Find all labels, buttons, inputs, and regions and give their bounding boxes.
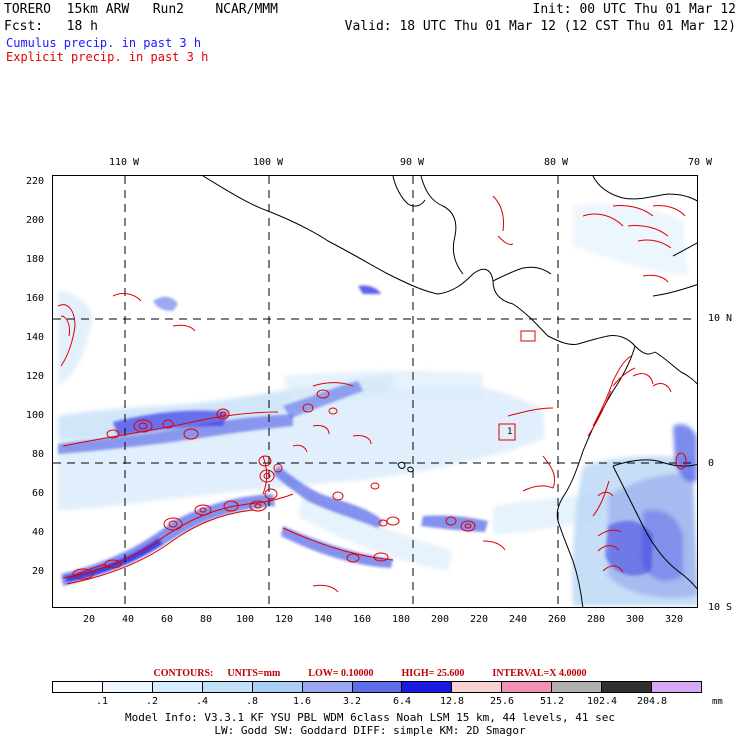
- coastlines: [202, 176, 697, 607]
- legend-cumulus: Cumulus precip. in past 3 h: [6, 36, 202, 50]
- contours-low: LOW= 0.10000: [308, 668, 374, 679]
- y-tick-label: 140: [25, 332, 44, 343]
- lon-label: 110 W: [108, 157, 140, 168]
- colorbar-swatch: [502, 682, 553, 692]
- colorbar-level-label: 25.6: [489, 696, 515, 707]
- x-tick-label: 260: [547, 614, 567, 625]
- colorbar-units: mm: [712, 697, 723, 707]
- colorbar-level-label: 102.4: [586, 696, 618, 707]
- colorbar-swatch: [602, 682, 653, 692]
- x-tick-label: 140: [313, 614, 333, 625]
- colorbar-level-label: 6.4: [392, 696, 412, 707]
- y-tick-label: 40: [31, 527, 44, 538]
- lat-label: 0: [708, 458, 715, 469]
- contours-high: HIGH= 25.600: [401, 668, 465, 679]
- map-canvas: [53, 176, 697, 607]
- x-tick-label: 200: [430, 614, 450, 625]
- colorbar-level-label: .2: [145, 696, 159, 707]
- x-tick-label: 240: [508, 614, 528, 625]
- contours-units: UNITS=mm: [227, 668, 281, 679]
- y-tick-label: 60: [31, 488, 44, 499]
- colorbar-level-label: .4: [195, 696, 209, 707]
- colorbar-level-label: 204.8: [636, 696, 668, 707]
- x-tick-label: 160: [352, 614, 372, 625]
- y-tick-label: 20: [31, 566, 44, 577]
- x-tick-label: 320: [664, 614, 684, 625]
- lon-label: 80 W: [543, 157, 569, 168]
- y-tick-label: 220: [25, 176, 44, 187]
- model-title: TORERO 15km ARW Run2 NCAR/MMM: [4, 2, 278, 17]
- x-tick-label: 40: [121, 614, 135, 625]
- colorbar-swatch: [652, 682, 701, 692]
- init-time: Init: 00 UTC Thu 01 Mar 12: [532, 2, 737, 17]
- model-info-line2: LW: Godd SW: Goddard DIFF: simple KM: 2D…: [214, 724, 526, 737]
- forecast-hour: Fcst: 18 h: [4, 19, 98, 34]
- contours-label: CONTOURS:: [153, 668, 214, 679]
- lon-label: 90 W: [399, 157, 425, 168]
- model-info-line1: Model Info: V3.3.1 KF YSU PBL WDM 6class…: [124, 711, 616, 724]
- x-tick-label: 220: [469, 614, 489, 625]
- x-tick-label: 60: [160, 614, 174, 625]
- colorbar-swatch: [202, 682, 253, 692]
- colorbar-swatch: [552, 682, 603, 692]
- lon-label: 70 W: [687, 157, 713, 168]
- colorbar: [52, 681, 702, 693]
- colorbar-swatch: [152, 682, 203, 692]
- lat-label: 10 S: [708, 602, 733, 613]
- colorbar-level-label: 12.8: [439, 696, 465, 707]
- cumulus-precip-light: [58, 204, 697, 606]
- explicit-precip-contours: [57, 195, 687, 593]
- colorbar-swatch: [402, 682, 453, 692]
- valid-time: Valid: 18 UTC Thu 01 Mar 12 (12 CST Thu …: [344, 19, 736, 34]
- colorbar-swatch: [302, 682, 353, 692]
- colorbar-level-label: 51.2: [539, 696, 565, 707]
- contours-info: CONTOURS: UNITS=mm LOW= 0.10000 HIGH= 25.60…: [0, 668, 740, 679]
- colorbar-swatch: [53, 682, 103, 692]
- x-tick-label: 280: [586, 614, 606, 625]
- colorbar-swatch: [352, 682, 403, 692]
- colorbar-level-label: .1: [95, 696, 109, 707]
- y-tick-label: 200: [25, 215, 44, 226]
- lat-label: 10 N: [708, 313, 733, 324]
- x-tick-label: 20: [82, 614, 96, 625]
- colorbar-level-label: .8: [245, 696, 259, 707]
- x-tick-label: 80: [199, 614, 213, 625]
- colorbar-swatch: [102, 682, 153, 692]
- legend-explicit: Explicit precip. in past 3 h: [6, 50, 209, 64]
- contours-interval: INTERVAL=X 4.0000: [492, 668, 587, 679]
- precip-map: [52, 175, 698, 608]
- x-tick-label: 180: [391, 614, 411, 625]
- colorbar-swatch: [452, 682, 503, 692]
- x-tick-label: 300: [625, 614, 645, 625]
- y-tick-label: 120: [25, 371, 44, 382]
- box-label: 1: [507, 427, 513, 437]
- lon-label: 100 W: [252, 157, 284, 168]
- x-tick-label: 120: [274, 614, 294, 625]
- y-tick-label: 100: [25, 410, 44, 421]
- colorbar-level-label: 3.2: [342, 696, 362, 707]
- y-tick-label: 180: [25, 254, 44, 265]
- lat-lon-grid: [53, 176, 697, 607]
- colorbar-swatch: [252, 682, 303, 692]
- y-tick-label: 80: [31, 449, 44, 460]
- colorbar-level-label: 1.6: [292, 696, 312, 707]
- x-tick-label: 100: [235, 614, 255, 625]
- station-box: [498, 330, 536, 441]
- y-tick-label: 160: [25, 293, 44, 304]
